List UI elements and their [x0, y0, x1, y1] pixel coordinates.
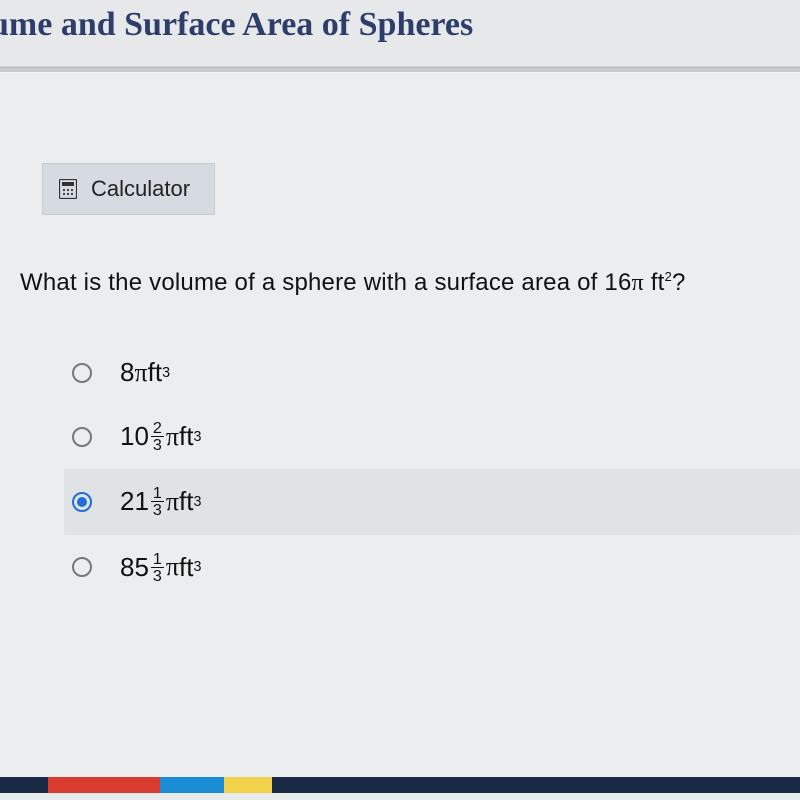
- option-radio-2[interactable]: [72, 492, 92, 512]
- option-fraction: 13: [151, 551, 164, 584]
- option-radio-1[interactable]: [72, 427, 92, 447]
- option-fraction: 13: [151, 485, 164, 518]
- option-whole: 85: [120, 552, 149, 583]
- option-unit: ft: [179, 421, 193, 452]
- question-prefix: What is the volume of a sphere with a su…: [20, 269, 604, 296]
- content-area: Calculator What is the volume of a spher…: [0, 73, 800, 793]
- option-radio-0[interactable]: [72, 363, 92, 383]
- question-text: What is the volume of a sphere with a su…: [20, 269, 800, 297]
- options-list: 8π ft3 1023π ft3 2113π ft3 8513π ft3: [64, 341, 800, 600]
- option-fraction: 23: [151, 420, 164, 453]
- option-unit: ft: [179, 552, 193, 583]
- option-whole: 8: [120, 357, 134, 388]
- question-unit-exp: 2: [664, 269, 672, 284]
- option-label-1: 1023π ft3: [120, 420, 201, 453]
- page-title: ume and Surface Area of Spheres: [0, 6, 800, 44]
- pi-symbol: π: [166, 487, 179, 517]
- option-whole: 10: [120, 421, 149, 452]
- option-unit: ft: [148, 357, 162, 388]
- taskbar: [0, 777, 800, 793]
- option-label-0: 8π ft3: [120, 357, 170, 388]
- calculator-label: Calculator: [91, 176, 190, 202]
- question-value: 16: [604, 269, 631, 296]
- option-radio-3[interactable]: [72, 557, 92, 577]
- calculator-button[interactable]: Calculator: [42, 163, 215, 215]
- pi-symbol: π: [134, 358, 147, 388]
- question-suffix: ?: [672, 269, 686, 296]
- pi-symbol: π: [166, 422, 179, 452]
- option-row-2[interactable]: 2113π ft3: [64, 469, 800, 534]
- option-label-2: 2113π ft3: [120, 485, 201, 518]
- option-unit: ft: [179, 486, 193, 517]
- option-row-1[interactable]: 1023π ft3: [64, 404, 800, 469]
- pi-symbol: π: [166, 552, 179, 582]
- option-row-0[interactable]: 8π ft3: [64, 341, 800, 404]
- title-bar: ume and Surface Area of Spheres: [0, 0, 800, 67]
- pi-symbol: π: [632, 270, 644, 296]
- question-unit-base: ft: [644, 269, 665, 296]
- option-label-3: 8513π ft3: [120, 551, 201, 584]
- option-row-3[interactable]: 8513π ft3: [64, 535, 800, 600]
- option-whole: 21: [120, 486, 149, 517]
- calculator-icon: [59, 179, 77, 199]
